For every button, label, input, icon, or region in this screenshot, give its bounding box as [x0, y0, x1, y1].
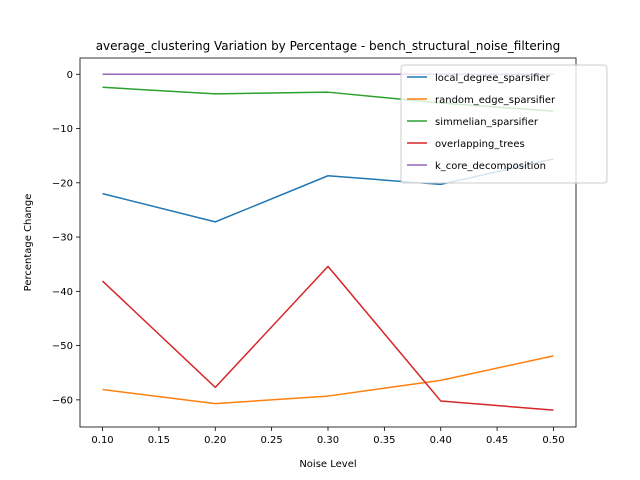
- x-axis: 0.10 0.15 0.20 0.25 0.30 0.35 0.40 0.45 0.50: [91, 427, 565, 446]
- x-tick-label: 0.30: [317, 435, 339, 446]
- y-tick-label: 0: [67, 70, 73, 81]
- chart-title: average_clustering Variation by Percenta…: [96, 39, 561, 53]
- y-axis: 0 −10 −20 −30 −40 −50 −60: [52, 70, 80, 406]
- legend-label: local_degree_sparsifier: [435, 73, 551, 84]
- y-tick-label: −50: [52, 341, 73, 352]
- y-tick-label: −40: [52, 287, 73, 298]
- legend-label: simmelian_sparsifier: [435, 117, 539, 128]
- series-line-overlapping-trees: [102, 265, 554, 411]
- legend-label: random_edge_sparsifier: [435, 95, 556, 106]
- x-tick-label: 0.50: [542, 435, 564, 446]
- legend-label: overlapping_trees: [435, 139, 525, 150]
- x-tick-label: 0.20: [204, 435, 226, 446]
- x-tick-label: 0.40: [430, 435, 452, 446]
- legend-label: k_core_decomposition: [435, 161, 546, 172]
- y-axis-label: Percentage Change: [23, 194, 34, 292]
- y-tick-label: −10: [52, 124, 73, 135]
- x-tick-label: 0.25: [261, 435, 283, 446]
- y-tick-label: −60: [52, 395, 73, 406]
- legend: local_degree_sparsifier random_edge_spars…: [400, 64, 608, 184]
- x-tick-label: 0.35: [373, 435, 395, 446]
- x-tick-label: 0.15: [148, 435, 170, 446]
- x-axis-label: Noise Level: [299, 459, 356, 470]
- series-line-random-edge-sparsifier: [102, 355, 554, 405]
- x-tick-label: 0.45: [486, 435, 508, 446]
- x-tick-label: 0.10: [91, 435, 113, 446]
- legend-box: [400, 64, 608, 184]
- y-tick-label: −30: [52, 233, 73, 244]
- y-tick-label: −20: [52, 178, 73, 189]
